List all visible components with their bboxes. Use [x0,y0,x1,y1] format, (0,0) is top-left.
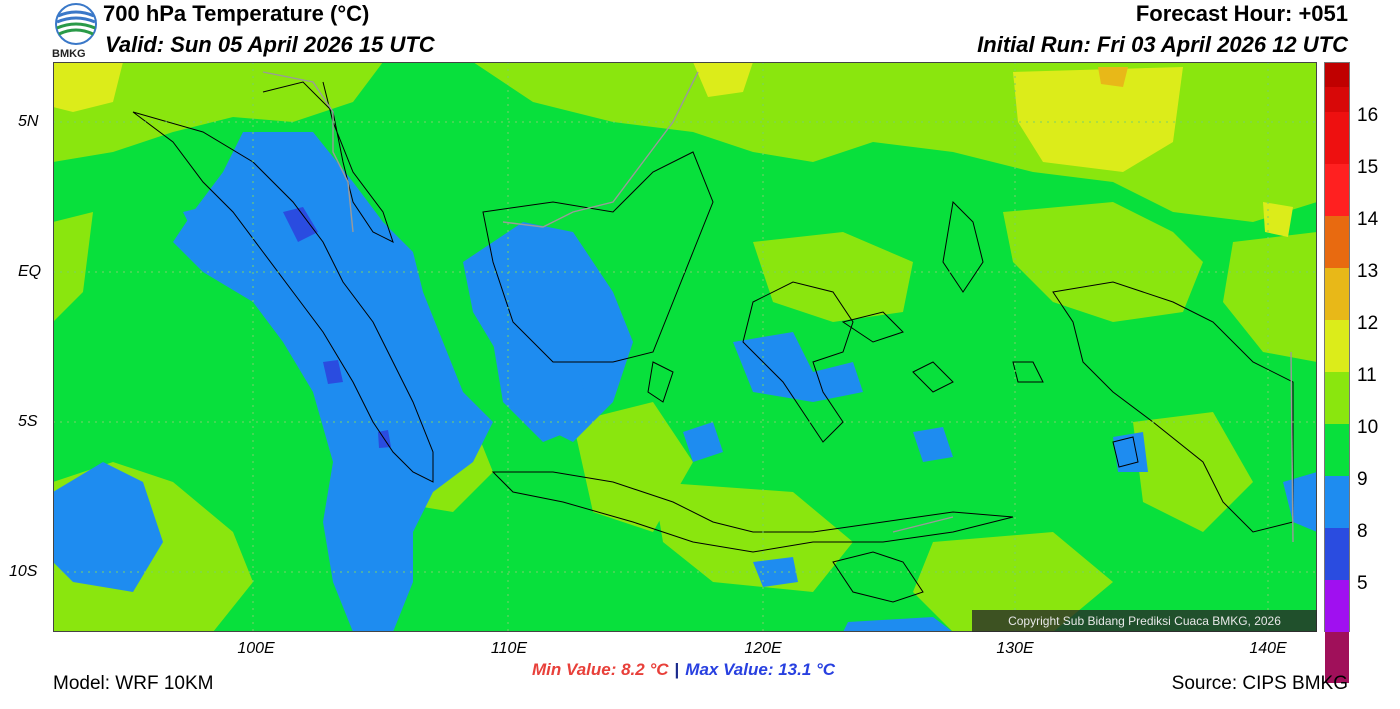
colorbar-seg [1325,424,1349,476]
lon-label-100e: 100E [237,640,275,657]
colorbar-label: 13 [1357,261,1379,282]
lon-label-110e: 110E [490,640,528,657]
colorbar-seg [1325,476,1349,528]
min-max-separator: | [674,660,680,679]
colorbar-label: 15 [1357,157,1379,178]
valid-time: Valid: Sun 05 April 2026 15 UTC [105,32,435,57]
source-label: Source: CIPS BMKG [1171,673,1348,694]
coastlines [132,81,1294,603]
colorbar-seg [1325,372,1349,424]
colorbar-seg [1325,632,1349,683]
min-value: Min Value: 8.2 °C [532,660,669,679]
max-value: Max Value: 13.1 °C [685,660,836,679]
colorbar [1324,62,1350,683]
colorbar-label: 8 [1357,521,1368,542]
forecast-hour: Forecast Hour: +051 [1135,1,1348,26]
colorbar-seg [1325,63,1349,87]
lat-label-10s: 10S [9,563,38,580]
lon-label-140e: 140E [1249,640,1287,657]
colorbar-label: 12 [1357,313,1379,334]
colorbar-label: 10 [1357,417,1379,438]
logo-text: BMKG [52,48,86,60]
colorbar-label: 16 [1357,105,1379,126]
colorbar-seg [1325,268,1349,320]
lat-label-5n: 5N [18,113,39,130]
colorbar-label: 9 [1357,469,1368,490]
colorbar-seg [1325,580,1349,632]
colorbar-seg [1325,528,1349,580]
colorbar-label: 11 [1357,365,1377,386]
colorbar-seg [1325,320,1349,372]
colorbar-label: 14 [1357,209,1379,230]
colorbar-seg [1325,216,1349,268]
graticule [53,62,1317,632]
chart-title: 700 hPa Temperature (°C) [103,1,370,26]
lat-label-5s: 5S [18,413,38,430]
copyright-notice: Copyright Sub Bidang Prediksi Cuaca BMKG… [972,610,1317,632]
colorbar-seg [1325,112,1349,164]
temp-band-12-13 [53,62,1293,237]
colorbar-seg [1325,164,1349,216]
model-label: Model: WRF 10KM [53,673,214,694]
temp-band-13-14 [1098,67,1128,87]
lon-label-120e: 120E [744,640,782,657]
temp-band-9-10 [53,132,1317,632]
min-max-values: Min Value: 8.2 °C | Max Value: 13.1 °C [532,660,835,680]
lon-label-130e: 130E [996,640,1034,657]
lat-label-eq: EQ [18,263,42,280]
colorbar-label: 5 [1357,573,1368,594]
initial-run: Initial Run: Fri 03 April 2026 12 UTC [977,32,1348,57]
temperature-map[interactable] [53,62,1317,632]
bmkg-logo-icon [52,2,100,60]
country-borders [262,71,1294,543]
colorbar-seg [1325,87,1349,112]
